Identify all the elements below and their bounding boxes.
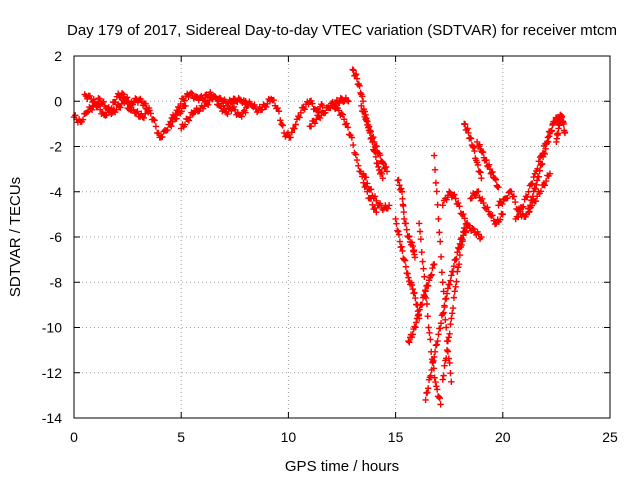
x-tick-label: 0: [70, 429, 78, 445]
y-axis-label: SDTVAR / TECUs: [7, 177, 24, 297]
x-axis-ticks: 0 5 10 15 20 25: [70, 56, 618, 445]
data-series-arc23: [495, 170, 554, 221]
y-tick-label: -2: [50, 139, 63, 155]
y-tick-label: -14: [42, 410, 62, 426]
grid-layer: [74, 56, 610, 418]
y-tick-label: 0: [54, 93, 62, 109]
data-series-arc4: [167, 89, 251, 125]
data-series-arc16: [422, 221, 472, 404]
y-tick-label: -10: [42, 320, 62, 336]
data-series-arc20: [461, 120, 485, 182]
x-tick-label: 10: [281, 429, 297, 445]
x-tick-label: 20: [495, 429, 511, 445]
data-series-arc15: [415, 220, 444, 408]
x-tick-label: 15: [388, 429, 404, 445]
chart-title: Day 179 of 2017, Sidereal Day-to-day VTE…: [67, 22, 617, 39]
data-series-arc10: [358, 102, 391, 175]
y-tick-label: -4: [50, 184, 63, 200]
x-tick-label: 5: [177, 429, 185, 445]
data-series-arc22: [467, 188, 506, 228]
data-series-arc3: [124, 95, 189, 141]
x-tick-label: 25: [602, 429, 618, 445]
y-tick-label: -6: [50, 229, 63, 245]
data-series-arc26: [553, 111, 569, 146]
y-tick-label: -8: [50, 274, 63, 290]
data-series-arc18: [439, 224, 468, 383]
data-series-arc21: [473, 138, 502, 191]
y-axis-ticks: 2 0 -2 -4 -6 -8 -10 -12 -14: [42, 48, 610, 426]
data-series-arc8: [328, 98, 380, 216]
data-series-arc19: [439, 188, 485, 242]
data-series-arc5: [178, 93, 249, 132]
y-tick-label: -12: [42, 365, 62, 381]
data-series-arc6: [242, 95, 326, 141]
data-series-arc11: [360, 170, 393, 214]
data-series-arc25: [525, 113, 562, 216]
x-axis-label: GPS time / hours: [285, 458, 399, 475]
data-points-layer: [70, 66, 569, 408]
data-series-arc13: [392, 215, 423, 322]
data-series-arc12: [394, 176, 419, 261]
data-series-arc17: [430, 152, 455, 385]
y-tick-label: 2: [54, 48, 62, 64]
